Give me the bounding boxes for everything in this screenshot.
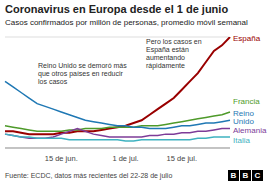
html-text:Pero los casos en España están: Pero los casos en España están aumentand… — [146, 38, 202, 69]
html-text:Coronavirus en Europa desde el: Coronavirus en Europa desde el 1 de juni… — [5, 3, 229, 15]
svg-text:España: España — [233, 34, 260, 43]
svg-text:Francia: Francia — [233, 97, 260, 106]
html-text:Casos confirmados por millón d: Casos confirmados por millón de personas… — [5, 18, 248, 27]
svg-text:Alemania: Alemania — [233, 126, 260, 135]
html-text:C: C — [254, 171, 261, 180]
html-text:B: B — [242, 171, 249, 180]
html-text:Fuente: ECDC, datos más recien: Fuente: ECDC, datos más recientes del 22… — [5, 172, 173, 179]
svg-text:15 de jun.: 15 de jun. — [45, 154, 78, 163]
svg-text:15 de jul.: 15 de jul. — [167, 154, 197, 163]
svg-text:1 de jul.: 1 de jul. — [112, 154, 138, 163]
html-text:B: B — [230, 171, 237, 180]
svg-text:Italia: Italia — [233, 136, 250, 145]
html-text:Reino Unido se demoró más que: Reino Unido se demoró más que otros país… — [38, 62, 127, 85]
svg-text:ReinoUnido: ReinoUnido — [233, 109, 254, 126]
